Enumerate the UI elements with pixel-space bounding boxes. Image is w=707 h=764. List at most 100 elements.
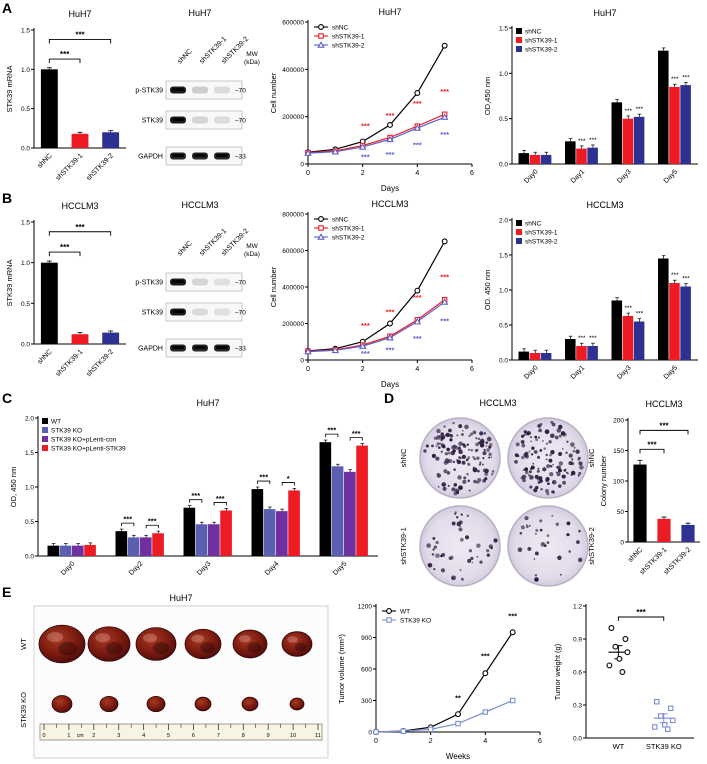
svg-text:0.5: 0.5 [21,301,30,308]
svg-text:3: 3 [117,733,120,739]
svg-text:HCCLM3: HCCLM3 [586,200,623,210]
svg-text:***: *** [361,321,370,330]
svg-text:0.9: 0.9 [573,637,582,644]
svg-text:***: *** [352,429,361,438]
svg-text:Weeks: Weeks [446,752,470,761]
svg-text:HCCLM3: HCCLM3 [645,399,682,409]
svg-text:–33: –33 [235,346,246,353]
svg-text:shSTK39-1: shSTK39-1 [55,152,85,182]
svg-text:Colony number: Colony number [599,455,608,506]
svg-text:0.0: 0.0 [499,358,508,365]
svg-text:STK39 KO: STK39 KO [19,692,28,728]
panel-b-cck8-bar-chart: HCCLM3 0.0 0.5 1.0 1.5 2.0 OD. 450 nm Day0 Day1 D… [482,198,704,390]
panel-d-colony-wells: HCCLM3 shNC shSTK39-1 shNC shSTK39-2 [396,396,600,588]
svg-text:600: 600 [361,667,372,674]
panel-label-c: C [2,390,13,406]
svg-text:4: 4 [142,733,145,739]
svg-text:***: *** [386,111,395,120]
svg-text:HCCLM3: HCCLM3 [181,200,218,210]
svg-text:WT: WT [613,742,625,751]
svg-text:shNC: shNC [399,448,408,467]
svg-text:shNC: shNC [332,25,349,32]
svg-text:2.0: 2.0 [499,218,508,225]
svg-text:Day1: Day1 [570,168,587,185]
svg-text:***: *** [361,122,370,131]
svg-text:0.0: 0.0 [25,554,34,561]
svg-text:1.5: 1.5 [21,28,30,35]
svg-text:0.3: 0.3 [573,703,582,710]
svg-text:***: *** [123,515,132,524]
svg-text:1.0: 1.0 [499,71,508,78]
svg-text:***: *** [578,138,586,145]
svg-text:0: 0 [368,730,372,737]
svg-text:STK39: STK39 [142,118,164,125]
svg-text:shSTK39-2: shSTK39-2 [525,239,558,246]
svg-text:200: 200 [613,418,624,425]
svg-text:***: *** [75,223,85,232]
svg-text:***: *** [671,272,679,279]
panel-a-western-blot: HuH7 shNC shSTK39-1 shSTK39-2 MW (kDa) p-STK39… [134,6,266,194]
svg-text:cm: cm [77,733,84,739]
svg-text:1.2: 1.2 [573,604,582,611]
svg-text:Day1: Day1 [570,364,587,381]
svg-text:WT: WT [400,609,410,616]
svg-text:shNC: shNC [36,152,53,169]
svg-text:shSTK39-2: shSTK39-2 [587,527,596,565]
svg-text:OD. 450 nm: OD. 450 nm [483,270,492,310]
svg-text:HCCLM3: HCCLM3 [61,201,98,211]
svg-text:0.5: 0.5 [25,519,34,526]
svg-text:*: * [287,474,290,483]
svg-text:shSTK39-2: shSTK39-2 [85,152,115,182]
svg-text:***: *** [259,473,268,482]
svg-text:Tumor volume (mm³): Tumor volume (mm³) [337,634,346,704]
svg-text:Day3: Day3 [196,560,213,577]
svg-text:***: *** [361,349,370,358]
svg-text:HuH7: HuH7 [169,593,192,603]
panel-label-d: D [384,390,395,406]
svg-text:Day3: Day3 [616,168,633,185]
svg-text:shSTK39-1: shSTK39-1 [525,230,558,237]
svg-text:0: 0 [306,366,310,373]
svg-text:0: 0 [306,170,310,177]
svg-text:***: *** [216,494,225,503]
svg-text:***: *** [589,137,597,144]
svg-text:WT: WT [19,638,28,650]
svg-text:p-STK39: p-STK39 [135,280,163,287]
panel-label-b: B [2,190,13,206]
svg-text:1.0: 1.0 [21,67,30,74]
svg-text:***: *** [636,106,644,113]
svg-text:Cell number: Cell number [269,72,278,113]
svg-text:8: 8 [242,733,245,739]
svg-text:4: 4 [483,738,487,745]
panel-a-cck8-bar-chart: HuH7 0.0 0.5 1.0 1.5 OD,450 nm Day0 Day1 Day3 Day… [482,6,704,194]
svg-text:STK39 mRNA: STK39 mRNA [5,65,14,112]
svg-text:Day2: Day2 [128,560,145,577]
svg-text:Day3: Day3 [616,364,633,381]
svg-text:***: *** [75,30,85,39]
panel-e-tumor-volume-chart: 0 300 600 900 1200 Tumor volume (mm³) 0 2 4 6 Week… [336,590,548,762]
svg-text:shSTK39-1: shSTK39-1 [399,527,408,565]
svg-text:STK39 mRNA: STK39 mRNA [5,259,14,306]
svg-text:***: *** [682,74,690,81]
svg-text:1.5: 1.5 [499,26,508,33]
svg-text:STK39 KO: STK39 KO [400,618,431,625]
panel-b-growth-curve-chart: HCCLM3 0 200000 400000 600000 800000 Cell numb… [268,198,480,390]
svg-text:2: 2 [361,366,365,373]
svg-text:shNC: shNC [176,48,193,65]
svg-text:1.0: 1.0 [25,485,34,492]
svg-text:6: 6 [192,733,195,739]
svg-text:400000: 400000 [282,67,304,74]
svg-text:HuH7: HuH7 [188,8,211,18]
svg-text:HuH7: HuH7 [68,9,91,19]
svg-text:***: *** [647,440,657,449]
svg-text:***: *** [386,307,395,316]
svg-text:HuH7: HuH7 [196,398,219,408]
svg-text:2.0: 2.0 [25,416,34,423]
svg-text:shSTK39-2: shSTK39-2 [525,47,558,54]
panel-label-e: E [2,584,12,600]
svg-text:–70: –70 [235,280,246,287]
svg-text:(kDa): (kDa) [244,251,260,258]
svg-text:***: *** [589,335,597,342]
svg-text:5: 5 [167,733,170,739]
svg-text:6: 6 [470,170,474,177]
